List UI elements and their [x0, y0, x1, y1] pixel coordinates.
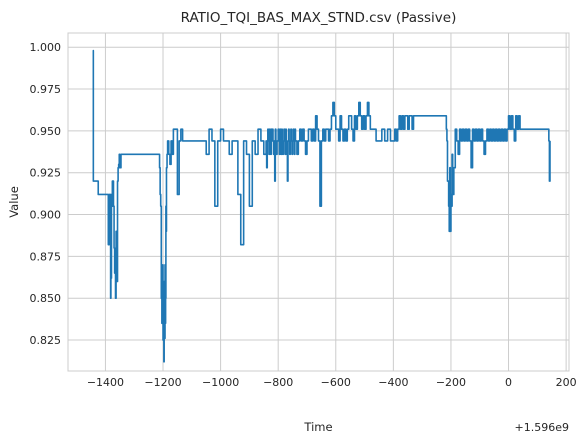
- tick-labels: −1400 −1200 −1000 −800 −600 −400 −200 0 200 0.825…: [30, 41, 577, 389]
- x-axis-offset-label: +1.596e9: [515, 421, 569, 434]
- x-axis-label: Time: [303, 420, 332, 434]
- y-tick-label: 0.875: [30, 250, 62, 263]
- x-tick-label: −1400: [87, 376, 124, 389]
- series-line: [92, 49, 551, 363]
- y-tick-label: 0.950: [30, 125, 62, 138]
- x-tick-label: 200: [556, 376, 577, 389]
- x-tick-label: −1200: [144, 376, 181, 389]
- y-tick-label: 1.000: [30, 41, 62, 54]
- x-tick-label: −600: [321, 376, 351, 389]
- grid-lines: [68, 33, 569, 371]
- plot-frame: [67, 32, 570, 372]
- y-axis-label: Value: [7, 186, 21, 218]
- chart-title: RATIO_TQI_BAS_MAX_STND.csv (Passive): [181, 10, 457, 26]
- x-tick-label: 0: [505, 376, 512, 389]
- x-tick-label: −1000: [202, 376, 239, 389]
- x-tick-label: −800: [263, 376, 293, 389]
- y-tick-label: 0.850: [30, 292, 62, 305]
- y-tick-label: 0.925: [30, 167, 62, 180]
- y-tick-label: 0.900: [30, 209, 62, 222]
- y-tick-label: 0.825: [30, 334, 62, 347]
- y-tick-label: 0.975: [30, 83, 62, 96]
- x-tick-label: −200: [436, 376, 466, 389]
- series-layer: [92, 49, 551, 363]
- x-tick-label: −400: [378, 376, 408, 389]
